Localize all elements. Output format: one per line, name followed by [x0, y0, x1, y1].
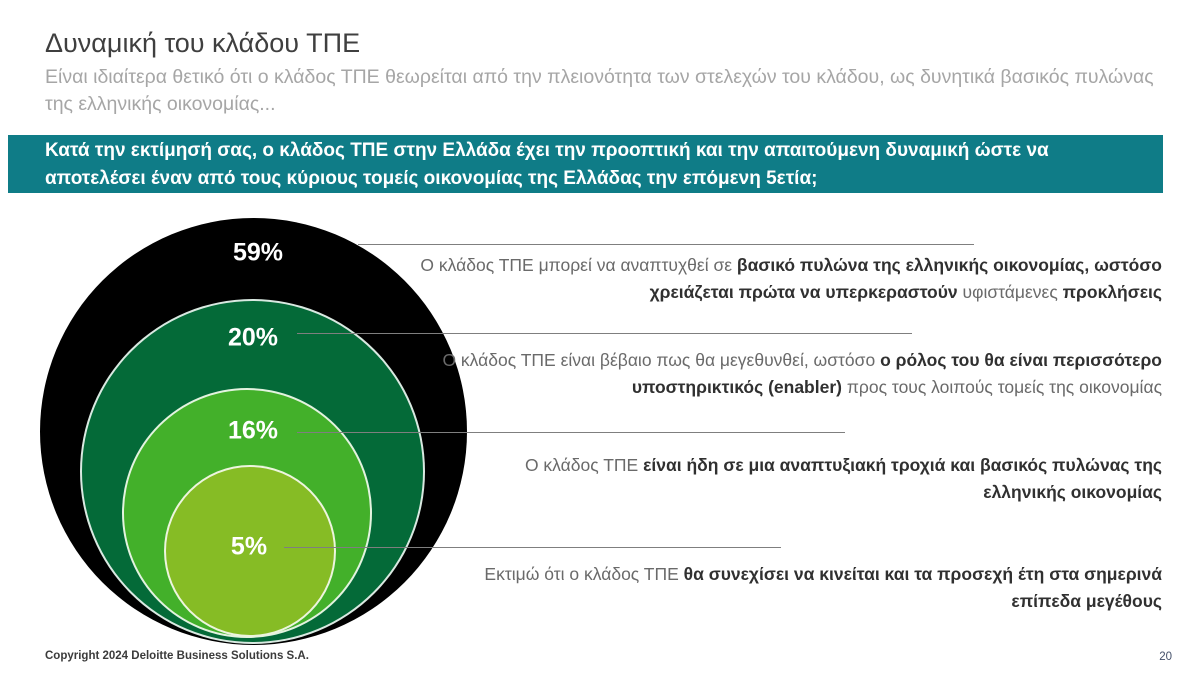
question-banner: Κατά την εκτίμησή σας, ο κλάδος ΤΠΕ στην… [8, 135, 1163, 193]
annotation-text: προς τους λοιπούς τομείς της οικονομίας [846, 376, 1162, 397]
connector-line-16pct [297, 432, 845, 433]
annotation-text: Εκτιμώ ότι ο κλάδος ΤΠΕ [484, 564, 684, 584]
annotation-text: Ο κλάδος ΤΠΕ είναι βέβαιο πως θα μεγεθυν… [442, 350, 881, 370]
annotation-20pct: Ο κλάδος ΤΠΕ είναι βέβαιο πως θα μεγεθυν… [392, 347, 1162, 400]
page-subtitle: Είναι ιδιαίτερα θετικό ότι ο κλάδος ΤΠΕ … [45, 66, 1154, 115]
annotation-text-bold: θα συνεχίσει να κινείται και τα προσεχή … [683, 564, 1162, 611]
annotation-5pct: Εκτιμώ ότι ο κλάδος ΤΠΕ θα συνεχίσει να … [462, 561, 1162, 614]
annotation-59pct: Ο κλάδος ΤΠΕ μπορεί να αναπτυχθεί σε βασ… [392, 252, 1162, 305]
page-title: Δυναμική του κλάδου ΤΠΕ [45, 28, 361, 58]
data-label-20pct: 20% [227, 323, 279, 352]
connector-line-59pct [358, 244, 974, 245]
data-label-16pct: 16% [227, 416, 279, 445]
annotation-16pct: Ο κλάδος ΤΠΕ είναι ήδη σε μια αναπτυξιακ… [472, 452, 1162, 505]
annotation-text-bold: ο ρόλος του θα είναι περισσότερο υποστηρ… [631, 350, 1162, 397]
annotation-text-bold: προκλήσεις [1062, 281, 1162, 302]
footer-copyright: Copyright 2024 Deloitte Business Solutio… [45, 650, 309, 662]
connector-line-20pct [297, 333, 912, 334]
annotation-text: Ο κλάδος ΤΠΕ [524, 455, 644, 475]
data-label-59pct: 59% [232, 238, 284, 267]
annotation-text-bold: βασικό πυλώνα της ελληνικής οικονομίας, … [649, 255, 1162, 302]
annotation-text: υφιστάμενες [962, 281, 1063, 302]
data-label-5pct: 5% [230, 532, 268, 561]
annotation-text: Ο κλάδος ΤΠΕ μπορεί να αναπτυχθεί σε [420, 255, 737, 275]
connector-line-5pct [284, 547, 781, 548]
annotation-text-bold: είναι ήδη σε μια αναπτυξιακή τροχιά και … [643, 455, 1162, 502]
page-number: 20 [1159, 651, 1172, 663]
ring-5pct [164, 465, 336, 637]
